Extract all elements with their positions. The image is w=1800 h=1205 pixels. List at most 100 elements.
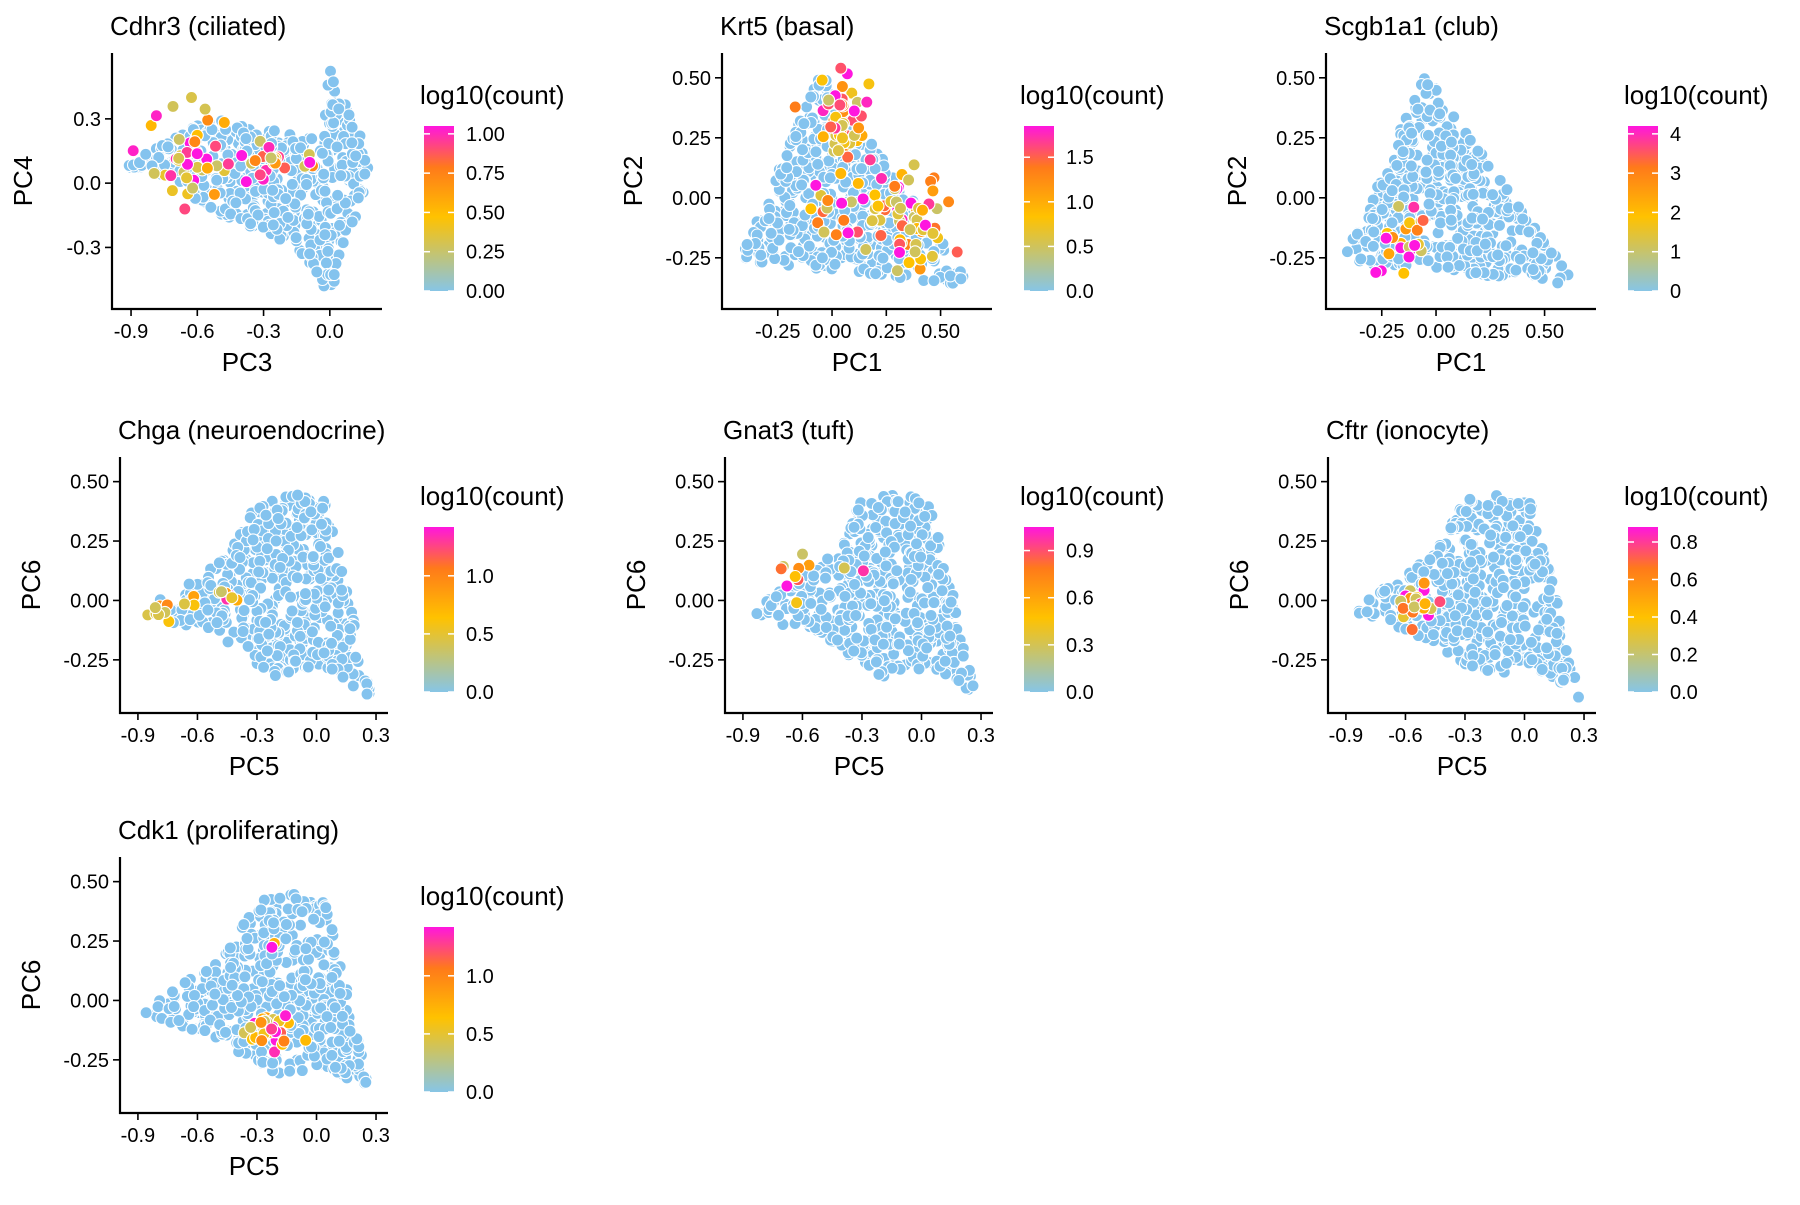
data-point — [878, 545, 892, 559]
data-point — [1496, 581, 1510, 595]
panel-4: Chga (neuroendocrine) -0.9 -0.6 -0.3 0.0 0.3 -… — [16, 415, 565, 781]
data-point — [1390, 158, 1404, 172]
data-point — [821, 193, 835, 208]
legend-tick-label: 0.25 — [466, 242, 505, 264]
data-point — [180, 171, 194, 185]
data-point — [301, 952, 316, 966]
data-point — [821, 552, 835, 566]
data-point — [1433, 107, 1447, 121]
legend: log10(count) 0 1 2 3 4 — [1624, 80, 1769, 303]
scatter-points — [141, 488, 376, 701]
data-point — [283, 590, 298, 604]
data-point — [966, 679, 980, 693]
y-tick-label: 0.25 — [70, 931, 109, 953]
data-point — [324, 636, 339, 650]
data-point — [268, 668, 282, 683]
data-point — [790, 596, 804, 610]
data-point — [260, 542, 274, 556]
data-point — [345, 136, 359, 150]
data-point — [891, 495, 905, 509]
data-point — [871, 500, 885, 515]
data-point — [190, 147, 204, 161]
y-tick-label: 0.50 — [675, 472, 714, 494]
data-point — [1431, 164, 1446, 178]
data-point — [335, 1009, 349, 1023]
panel-5: Gnat3 (tuft) -0.9 -0.6 -0.3 0.0 0.3 -0.25 0.00 0… — [621, 415, 1165, 781]
data-point — [271, 511, 285, 526]
data-point — [1478, 237, 1492, 251]
data-point — [1463, 133, 1477, 147]
data-point — [299, 942, 313, 956]
data-point — [898, 505, 912, 519]
data-point — [1450, 624, 1464, 638]
data-point — [318, 600, 332, 614]
data-point — [1408, 238, 1422, 252]
data-point — [317, 167, 331, 181]
data-point — [856, 564, 870, 578]
data-point — [1524, 635, 1538, 649]
data-point — [831, 144, 845, 158]
data-point — [817, 225, 831, 239]
x-tick-label: -0.3 — [1448, 725, 1482, 747]
data-point — [1500, 183, 1514, 197]
data-point — [1509, 553, 1523, 567]
y-tick-label: 0.3 — [73, 109, 101, 131]
data-point — [837, 213, 851, 227]
data-point — [1511, 200, 1526, 214]
data-point — [246, 533, 260, 547]
data-point — [244, 217, 258, 231]
x-tick-label: -0.6 — [180, 725, 214, 747]
data-point — [828, 257, 842, 271]
data-point — [1481, 663, 1495, 677]
data-point — [188, 135, 202, 149]
x-tick-label: 0.3 — [967, 725, 995, 747]
data-point — [343, 622, 357, 636]
data-point — [208, 139, 223, 153]
data-point — [235, 148, 249, 163]
data-point — [313, 539, 327, 554]
data-point — [795, 143, 810, 157]
data-point — [849, 608, 863, 623]
data-point — [893, 201, 908, 215]
panel-7: Cdk1 (proliferating) -0.9 -0.6 -0.3 0.0 0.3 -0… — [16, 815, 565, 1181]
data-point — [857, 549, 871, 563]
data-point — [328, 1060, 342, 1074]
data-point — [877, 594, 891, 608]
legend: log10(count) 0.0 0.5 1.0 — [420, 881, 565, 1104]
data-point — [165, 184, 179, 198]
legend-title: log10(count) — [1020, 481, 1165, 511]
legend-tick-label: 1.0 — [1066, 192, 1094, 214]
data-point — [1378, 584, 1392, 598]
data-point — [262, 627, 276, 641]
data-point — [260, 644, 274, 658]
y-tick-label: 0.00 — [1276, 188, 1315, 210]
data-point — [325, 1048, 339, 1062]
data-point — [954, 272, 968, 286]
panel-2: Krt5 (basal) -0.25 0.00 0.25 0.50 -0.25 0.00 0.… — [618, 11, 1165, 377]
data-point — [1421, 78, 1435, 92]
data-point — [1422, 197, 1436, 211]
data-point — [210, 616, 224, 630]
x-tick-label: 0.0 — [303, 725, 331, 747]
data-point — [1354, 252, 1368, 266]
data-point — [1402, 250, 1416, 264]
data-point — [924, 608, 938, 622]
data-point — [279, 917, 293, 932]
colorbar — [424, 126, 454, 291]
legend-tick-label: 0.4 — [1670, 607, 1698, 629]
data-point — [926, 226, 940, 240]
data-point — [876, 251, 890, 265]
legend-title: log10(count) — [420, 881, 565, 911]
data-point — [837, 561, 851, 575]
data-point — [1522, 225, 1536, 239]
data-point — [764, 226, 778, 240]
data-point — [267, 124, 281, 138]
y-tick-label: -0.25 — [668, 650, 714, 672]
data-point — [1528, 557, 1542, 571]
data-point — [1464, 537, 1478, 551]
data-point — [1516, 212, 1530, 226]
legend-tick-label: 0.0 — [466, 1082, 494, 1104]
data-point — [833, 98, 847, 112]
data-point — [305, 132, 319, 146]
data-point — [290, 615, 304, 629]
